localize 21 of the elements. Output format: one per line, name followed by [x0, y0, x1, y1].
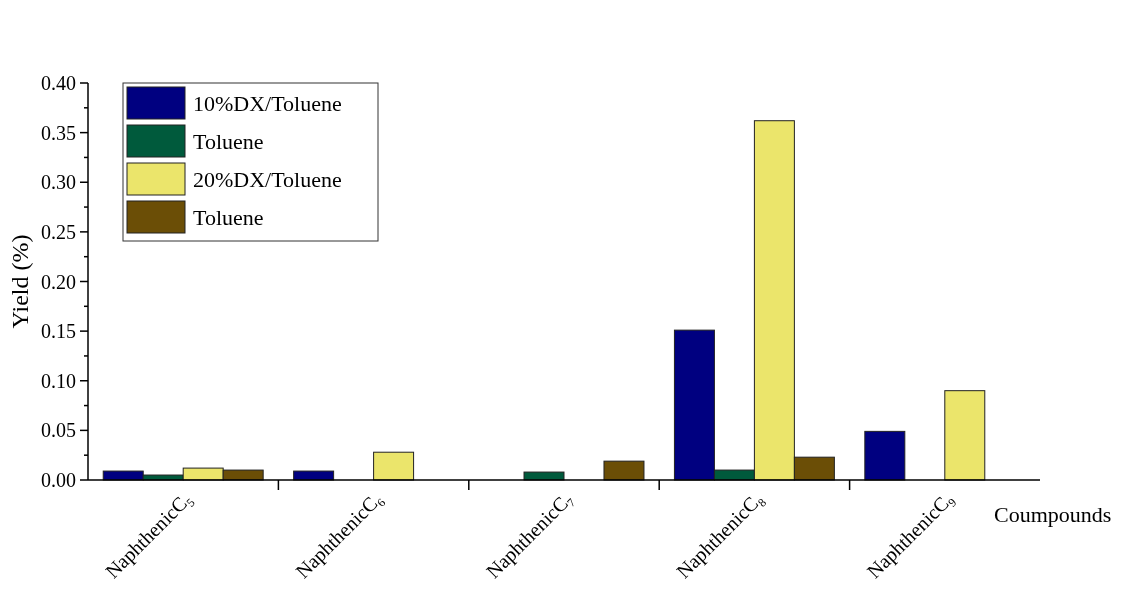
bar: [603, 460, 645, 481]
y-tick-label: 0.40: [41, 72, 76, 94]
bar: [864, 430, 906, 481]
legend-label: Toluene: [193, 128, 264, 154]
y-tick-label: 0.00: [41, 469, 76, 491]
y-tick-label: 0.20: [41, 270, 76, 293]
bar: [944, 390, 986, 481]
y-tick-label: 0.25: [41, 220, 76, 243]
bar: [373, 451, 415, 481]
legend-label: 20%DX/Toluene: [193, 166, 342, 192]
bar: [293, 470, 335, 481]
y-tick-label: 0.15: [41, 320, 76, 343]
y-axis-title: Yield (%): [7, 234, 33, 329]
y-tick-label: 0.10: [41, 369, 76, 392]
x-axis-title: Coumpounds: [994, 502, 1112, 527]
legend-label: 10%DX/Toluene: [193, 90, 342, 116]
y-tick-label: 0.35: [41, 121, 76, 144]
legend-label: Toluene: [193, 204, 264, 230]
y-tick-label: 0.30: [41, 171, 76, 194]
bar: [523, 471, 565, 481]
y-tick-label: 0.05: [41, 419, 76, 442]
